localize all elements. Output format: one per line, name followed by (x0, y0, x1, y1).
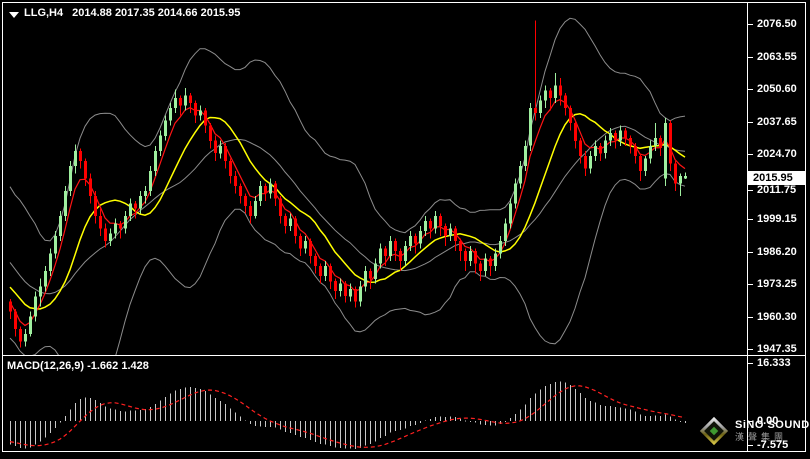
broker-logo-text: SiNO SOUND 漢聲集團 (735, 419, 810, 443)
pane-separator[interactable] (2, 355, 806, 356)
price-tick-label: 2050.60 (757, 83, 797, 95)
price-tick (748, 121, 753, 123)
price-tick (748, 190, 753, 191)
price-tick-label: 1960.30 (757, 310, 797, 323)
price-tick-label: 1999.15 (757, 213, 797, 225)
broker-name-chinese: 漢聲集團 (735, 432, 788, 442)
price-tick (748, 24, 753, 25)
price-tick-label: 2037.65 (757, 115, 797, 128)
price-tick (748, 89, 753, 90)
price-tick-label: 1986.20 (757, 245, 797, 258)
macd-indicator-pane[interactable] (2, 357, 747, 450)
price-tick-label: 1947.35 (757, 343, 797, 355)
price-tick (748, 284, 753, 285)
price-tick (748, 56, 753, 58)
macd-tick-label: 0.00 (757, 415, 779, 427)
macd-tick-label: -7.575 (757, 439, 789, 451)
price-tick (748, 251, 753, 253)
ma-slow-line (9, 113, 686, 310)
price-tick (748, 219, 753, 220)
price-tick-label: 2011.75 (757, 184, 797, 196)
bollinger-bands (9, 17, 686, 355)
price-tick-label: 2024.70 (757, 148, 797, 160)
window-border (2, 2, 806, 452)
price-tick (748, 349, 753, 350)
main-price-chart[interactable] (2, 3, 747, 355)
price-axis-line[interactable] (747, 2, 748, 452)
macd-tick (748, 363, 753, 364)
candles-layer (9, 20, 687, 348)
price-tick-label: 2076.50 (757, 18, 797, 30)
macd-tick-label: 16.333 (757, 357, 791, 369)
price-tick-label: 2063.55 (757, 50, 797, 63)
macd-tick (748, 421, 753, 422)
macd-indicator-label: MACD(12,26,9) -1.662 1.428 (7, 360, 149, 372)
ohlc-values: 2014.88 2017.35 2014.66 2015.95 (72, 7, 241, 19)
symbol-ohlc-label: LLG,H4 2014.88 2017.35 2014.66 2015.95 (24, 7, 240, 19)
broker-name: SiNO SOUND (735, 419, 810, 431)
macd-tick (748, 445, 753, 446)
ma-fast-line (9, 99, 686, 327)
chart-menu-triangle-icon[interactable] (9, 12, 19, 18)
macd-signal-line (9, 385, 686, 448)
broker-logo: SiNO SOUND 漢聲集團 (699, 416, 810, 446)
price-tick (748, 154, 753, 155)
price-tick (748, 316, 753, 318)
sino-sound-diamond-icon (699, 416, 729, 446)
symbol-label: LLG,H4 (24, 7, 64, 19)
current-price-tag: 2015.95 (748, 171, 806, 185)
price-tick-label: 1973.25 (757, 278, 797, 290)
